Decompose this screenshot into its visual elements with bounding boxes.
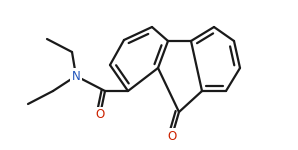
Text: O: O: [95, 108, 105, 122]
Text: N: N: [72, 69, 80, 82]
Text: O: O: [167, 129, 177, 142]
